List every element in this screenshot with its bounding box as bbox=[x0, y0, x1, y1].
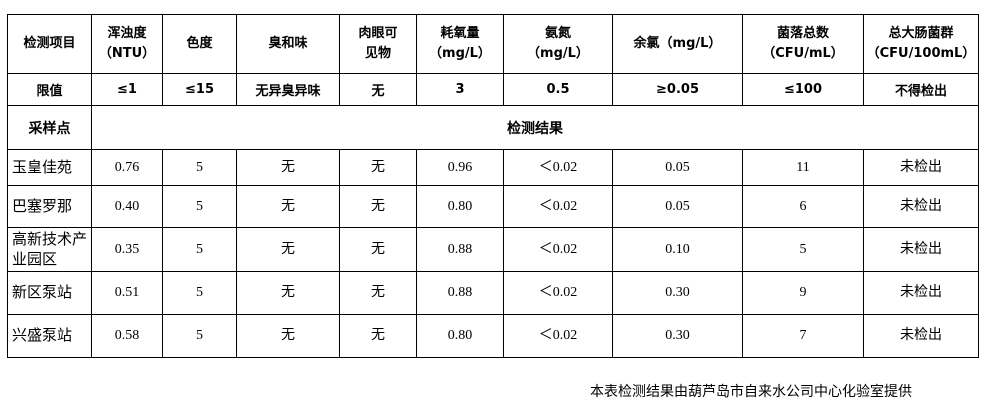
limit-cell: ≤15 bbox=[162, 73, 237, 106]
value-cell: 0.10 bbox=[612, 227, 743, 272]
header-cell: 菌落总数 （CFU/mL） bbox=[742, 14, 864, 74]
limit-cell: ≥0.05 bbox=[612, 73, 743, 106]
header-cell: 余氯（mg/L） bbox=[612, 14, 743, 74]
table-row: 高新技术产业园区 0.35 5 无无 0.88 ＜0.02 0.10 5 未检出 bbox=[7, 227, 979, 272]
value-cell: 无 bbox=[339, 314, 417, 358]
table-row: 新区泵站 0.51 5 无无 0.88 ＜0.02 0.30 9 未检出 bbox=[7, 271, 979, 315]
value-cell: 5 bbox=[162, 227, 237, 272]
limit-cell: 限值 bbox=[7, 73, 92, 106]
value-cell: 无 bbox=[236, 227, 340, 272]
value-cell: ＜0.02 bbox=[503, 314, 613, 358]
limit-row: 限值 ≤1 ≤15 无异臭异味 无 3 0.5 ≥0.05 ≤100 不得检出 bbox=[7, 73, 979, 106]
site-name-cell: 兴盛泵站 bbox=[7, 314, 92, 358]
header-row: 检测项目 浑浊度 （NTU） 色度 臭和味 肉眼可 见物 耗氧量 （mg/L） 氨氮（… bbox=[7, 14, 979, 74]
table-row: 兴盛泵站 0.58 5 无无 0.80 ＜0.02 0.30 7 未检出 bbox=[7, 314, 979, 358]
value-cell: 未检出 bbox=[863, 185, 979, 228]
value-cell: 7 bbox=[742, 314, 864, 358]
section-title: 检测结果 bbox=[91, 105, 979, 150]
site-name-cell: 巴塞罗那 bbox=[7, 185, 92, 228]
value-cell: 无 bbox=[236, 185, 340, 228]
value-cell: 0.05 bbox=[612, 149, 743, 186]
value-cell: 9 bbox=[742, 271, 864, 315]
value-cell: ＜0.02 bbox=[503, 149, 613, 186]
limit-cell: 无异臭异味 bbox=[236, 73, 340, 106]
value-cell: 0.80 bbox=[416, 185, 504, 228]
value-cell: 0.88 bbox=[416, 271, 504, 315]
value-cell: 无 bbox=[339, 185, 417, 228]
value-cell: 0.76 bbox=[91, 149, 163, 186]
value-cell: 5 bbox=[742, 227, 864, 272]
value-cell: 0.40 bbox=[91, 185, 163, 228]
value-cell: ＜0.02 bbox=[503, 185, 613, 228]
value-cell: 0.30 bbox=[612, 314, 743, 358]
header-cell: 总大肠菌群 （CFU/100mL） bbox=[863, 14, 979, 74]
value-cell: 未检出 bbox=[863, 227, 979, 272]
header-cell: 肉眼可 见物 bbox=[339, 14, 417, 74]
footnote: 本表检测结果由葫芦岛市自来水公司中心化验室提供 bbox=[590, 384, 912, 400]
limit-cell: ≤1 bbox=[91, 73, 163, 106]
value-cell: 5 bbox=[162, 271, 237, 315]
header-cell: 浑浊度 （NTU） bbox=[91, 14, 163, 74]
site-name-cell: 新区泵站 bbox=[7, 271, 92, 315]
header-cell: 检测项目 bbox=[7, 14, 92, 74]
value-cell: 5 bbox=[162, 185, 237, 228]
header-cell: 色度 bbox=[162, 14, 237, 74]
section-label: 采样点 bbox=[7, 105, 92, 150]
value-cell: 5 bbox=[162, 149, 237, 186]
value-cell: 未检出 bbox=[863, 314, 979, 358]
value-cell: 0.30 bbox=[612, 271, 743, 315]
value-cell: 0.96 bbox=[416, 149, 504, 186]
value-cell: 11 bbox=[742, 149, 864, 186]
water-quality-table: 检测项目 浑浊度 （NTU） 色度 臭和味 肉眼可 见物 耗氧量 （mg/L） 氨氮（… bbox=[7, 14, 979, 358]
value-cell: 未检出 bbox=[863, 149, 979, 186]
table-row: 巴塞罗那 0.40 5 无无 0.80 ＜0.02 0.05 6 未检出 bbox=[7, 185, 979, 228]
value-cell: 未检出 bbox=[863, 271, 979, 315]
header-cell: 臭和味 bbox=[236, 14, 340, 74]
value-cell: ＜0.02 bbox=[503, 271, 613, 315]
limit-cell: 3 bbox=[416, 73, 504, 106]
value-cell: 0.05 bbox=[612, 185, 743, 228]
value-cell: 无 bbox=[236, 149, 340, 186]
limit-cell: 不得检出 bbox=[863, 73, 979, 106]
value-cell: ＜0.02 bbox=[503, 227, 613, 272]
header-cell: 氨氮 （mg/L） bbox=[503, 14, 613, 74]
limit-cell: 0.5 bbox=[503, 73, 613, 106]
limit-cell: 无 bbox=[339, 73, 417, 106]
site-name-cell: 玉皇佳苑 bbox=[7, 149, 92, 186]
value-cell: 无 bbox=[236, 271, 340, 315]
value-cell: 无 bbox=[339, 271, 417, 315]
header-cell: 耗氧量 （mg/L） bbox=[416, 14, 504, 74]
table-row: 玉皇佳苑 0.76 5 无无 0.96 ＜0.02 0.05 11 未检出 bbox=[7, 149, 979, 186]
value-cell: 0.51 bbox=[91, 271, 163, 315]
value-cell: 0.88 bbox=[416, 227, 504, 272]
site-name-cell: 高新技术产业园区 bbox=[7, 227, 92, 272]
value-cell: 0.35 bbox=[91, 227, 163, 272]
limit-cell: ≤100 bbox=[742, 73, 864, 106]
value-cell: 无 bbox=[339, 149, 417, 186]
section-row: 采样点 检测结果 bbox=[7, 105, 979, 150]
value-cell: 6 bbox=[742, 185, 864, 228]
value-cell: 无 bbox=[339, 227, 417, 272]
value-cell: 0.58 bbox=[91, 314, 163, 358]
value-cell: 0.80 bbox=[416, 314, 504, 358]
value-cell: 5 bbox=[162, 314, 237, 358]
value-cell: 无 bbox=[236, 314, 340, 358]
